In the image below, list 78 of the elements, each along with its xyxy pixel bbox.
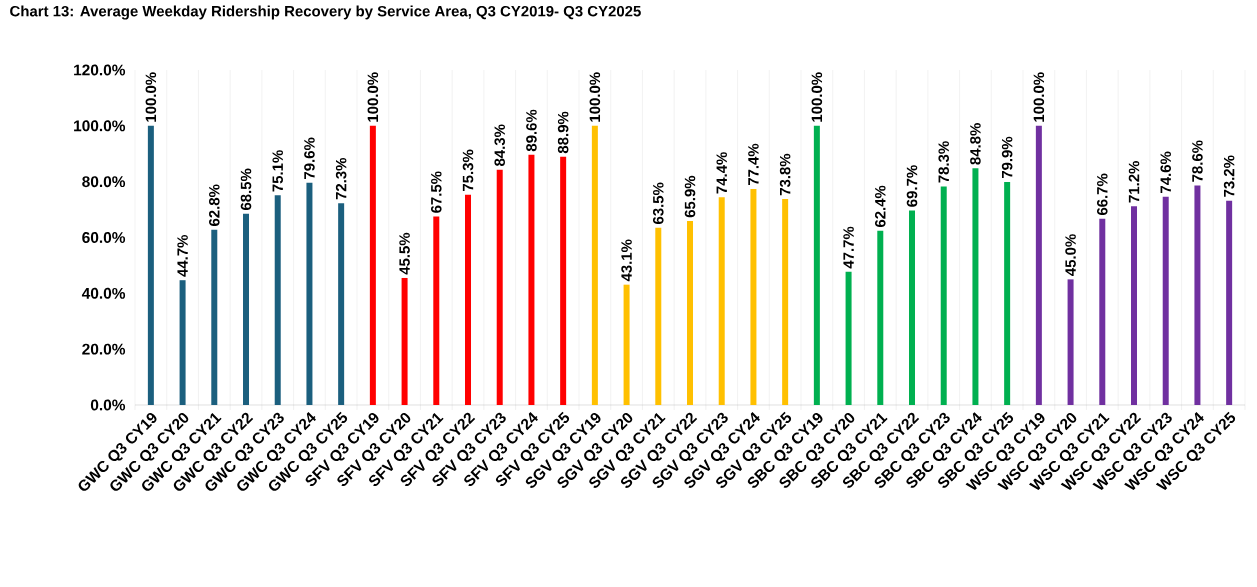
- data-label: 100.0%: [1033, 72, 1045, 122]
- bar: [750, 188, 757, 405]
- bar: [687, 221, 694, 405]
- data-label: 73.8%: [779, 153, 791, 196]
- data-label: 100.0%: [367, 72, 379, 122]
- bar: [465, 194, 472, 405]
- bar: [1099, 218, 1106, 405]
- bar: [623, 284, 630, 405]
- bar: [1131, 206, 1137, 405]
- data-label: 88.9%: [557, 111, 569, 154]
- bar: [1004, 181, 1011, 405]
- bar: [940, 186, 947, 405]
- bar: [274, 195, 281, 405]
- bar: [845, 271, 852, 405]
- bar: [528, 154, 535, 405]
- bar: [1194, 185, 1201, 405]
- data-label: 44.7%: [177, 235, 188, 277]
- data-label: 84.8%: [970, 123, 981, 165]
- y-tick-label: 120.0%: [74, 64, 126, 76]
- bar: [338, 203, 345, 405]
- data-label: 47.7%: [843, 226, 854, 269]
- data-label: 100.0%: [145, 72, 157, 122]
- bar: [179, 280, 186, 405]
- data-label: 84.3%: [494, 124, 506, 166]
- bar: [496, 169, 503, 405]
- data-label: 75.3%: [462, 149, 474, 191]
- data-label: 100.0%: [589, 72, 601, 122]
- data-label: 78.6%: [1192, 140, 1203, 182]
- data-label: 62.4%: [875, 185, 886, 228]
- data-label: 45.0%: [1065, 234, 1076, 276]
- bar: [433, 216, 440, 405]
- bar: [369, 125, 376, 405]
- y-tick-label: 0.0%: [90, 399, 126, 411]
- y-tick-label: 40.0%: [81, 287, 126, 299]
- bar: [877, 230, 884, 405]
- bar: [718, 197, 725, 405]
- data-label: 69.7%: [906, 165, 918, 207]
- data-label: 71.2%: [1128, 161, 1140, 203]
- bar: [813, 125, 820, 405]
- bar: [211, 229, 218, 405]
- bar: [972, 168, 979, 405]
- data-label: 79.6%: [304, 137, 315, 179]
- data-label: 68.5%: [240, 168, 252, 211]
- y-tick-label: 20.0%: [82, 343, 126, 355]
- data-label: 79.9%: [1001, 136, 1013, 179]
- data-label: 74.6%: [1160, 151, 1171, 193]
- data-label: 74.4%: [716, 152, 727, 194]
- data-label: 77.4%: [748, 143, 759, 186]
- data-label: 45.5%: [399, 232, 410, 275]
- bar: [560, 156, 567, 405]
- data-label: 62.8%: [209, 184, 220, 226]
- data-label: 72.3%: [335, 157, 347, 200]
- bar: [306, 182, 313, 405]
- bar: [1226, 200, 1233, 405]
- bar: [591, 125, 598, 405]
- data-label: 73.2%: [1223, 155, 1235, 197]
- data-label: 100.0%: [811, 72, 823, 122]
- bar: [401, 277, 408, 405]
- y-tick-label: 60.0%: [82, 232, 126, 243]
- data-label: 65.9%: [684, 175, 696, 218]
- bar: [147, 125, 154, 405]
- bar: [782, 198, 789, 405]
- bar: [1162, 196, 1169, 405]
- bar: [243, 213, 250, 405]
- bar: [1035, 125, 1042, 405]
- data-label: 89.6%: [526, 109, 537, 152]
- data-label: 43.1%: [621, 239, 632, 282]
- data-label: 75.1%: [272, 150, 283, 192]
- y-tick-label: 100.0%: [74, 120, 126, 132]
- bar: [655, 227, 662, 405]
- bar: [1067, 279, 1074, 405]
- chart-title: Chart 13: Average Weekday Ridership Recovery by Service Area, Q3 CY2019- Q3 CY2025: [10, 5, 641, 20]
- y-tick-label: 80.0%: [82, 176, 126, 188]
- data-label: 66.7%: [1097, 173, 1108, 216]
- bar: [909, 210, 916, 405]
- data-label: 63.5%: [652, 182, 664, 224]
- data-label: 78.3%: [938, 141, 950, 183]
- data-label: 67.5%: [431, 171, 442, 213]
